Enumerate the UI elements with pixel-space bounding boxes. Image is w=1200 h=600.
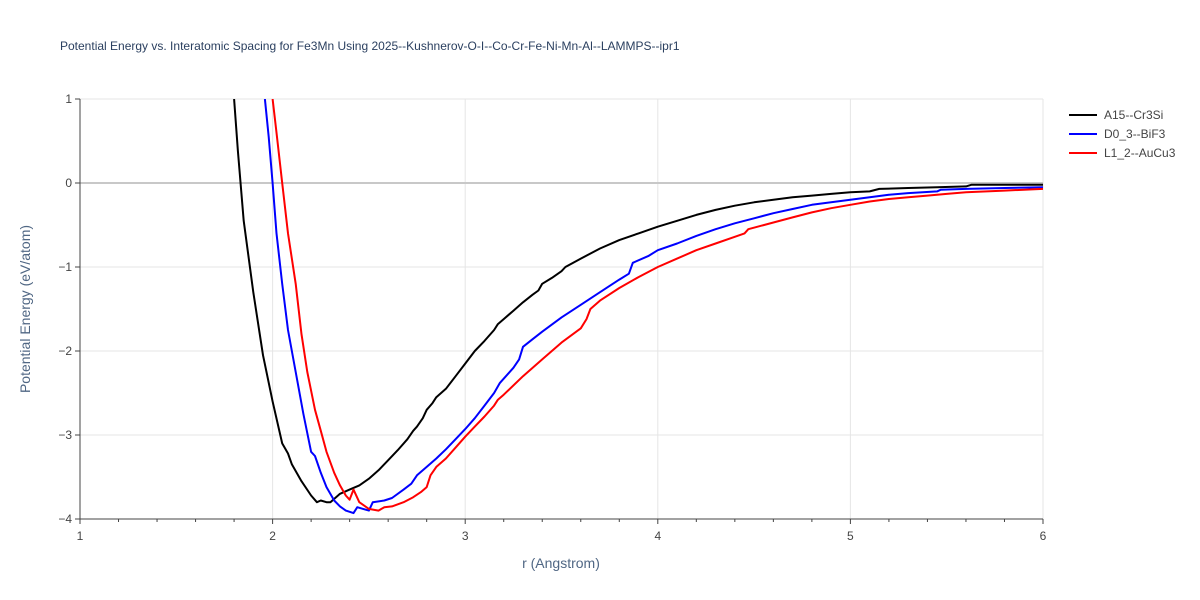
x-tick-label: 2 xyxy=(269,529,276,543)
y-tick-label: −2 xyxy=(58,344,72,358)
tick-labels: 1 2 3 4 5 6 1 0 −1 −2 −3 −4 xyxy=(58,92,1046,543)
legend-label: L1_2--AuCu3 xyxy=(1104,146,1176,160)
legend-item[interactable]: A15--Cr3Si xyxy=(1069,108,1163,122)
y-tick-label: −4 xyxy=(58,512,72,526)
x-tick-label: 3 xyxy=(462,529,469,543)
x-tick-label: 6 xyxy=(1040,529,1047,543)
series-line xyxy=(263,99,1043,515)
plot-area xyxy=(233,99,1043,515)
x-tick-label: 1 xyxy=(77,529,84,543)
chart-title: Potential Energy vs. Interatomic Spacing… xyxy=(60,39,680,53)
legend-item[interactable]: L1_2--AuCu3 xyxy=(1069,146,1176,160)
legend-label: D0_3--BiF3 xyxy=(1104,127,1166,141)
y-tick-label: −3 xyxy=(58,428,72,442)
legend[interactable]: A15--Cr3Si D0_3--BiF3 L1_2--AuCu3 xyxy=(1069,108,1176,160)
y-tick-label: 1 xyxy=(65,92,72,106)
series-line xyxy=(233,99,1043,504)
x-tick-label: 5 xyxy=(847,529,854,543)
y-axis-title: Potential Energy (eV/atom) xyxy=(17,225,33,393)
y-tick-label: 0 xyxy=(65,176,72,190)
series-group xyxy=(233,99,1043,515)
x-axis-title: r (Angstrom) xyxy=(522,555,600,571)
grid-lines xyxy=(80,98,1044,519)
y-tick-label: −1 xyxy=(58,260,72,274)
axes xyxy=(75,98,1044,524)
legend-item[interactable]: D0_3--BiF3 xyxy=(1069,127,1166,141)
x-tick-label: 4 xyxy=(654,529,661,543)
legend-label: A15--Cr3Si xyxy=(1104,108,1163,122)
series-line xyxy=(271,99,1043,512)
